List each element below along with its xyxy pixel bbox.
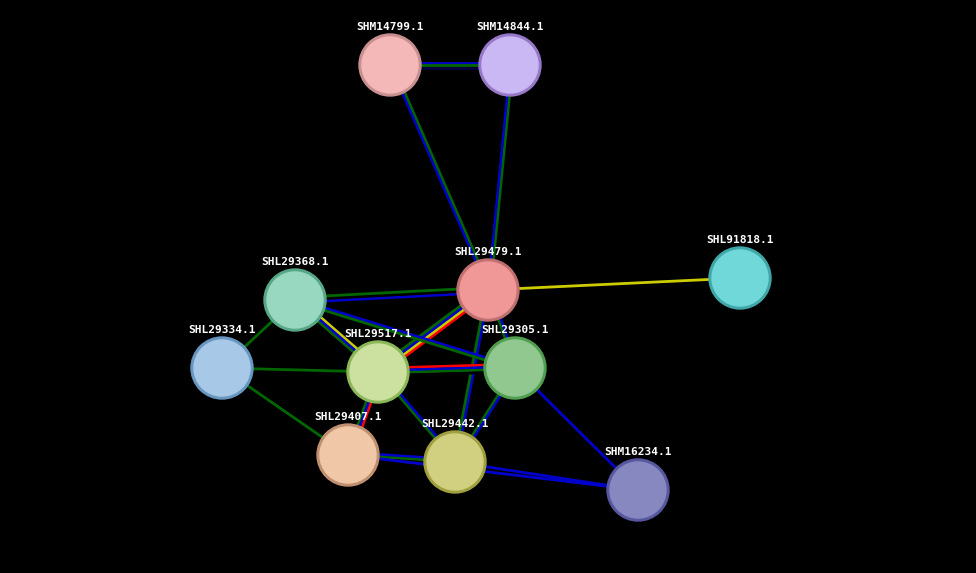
Text: SHL29517.1: SHL29517.1 (345, 329, 412, 339)
Circle shape (460, 262, 516, 318)
Circle shape (320, 427, 376, 483)
Text: SHL29305.1: SHL29305.1 (481, 325, 549, 335)
Circle shape (194, 340, 250, 396)
Circle shape (359, 34, 421, 96)
Circle shape (427, 434, 483, 490)
Circle shape (607, 459, 669, 521)
Text: SHM16234.1: SHM16234.1 (604, 447, 671, 457)
Circle shape (350, 344, 406, 400)
Text: SHL91818.1: SHL91818.1 (707, 235, 774, 245)
Text: SHL29407.1: SHL29407.1 (314, 412, 382, 422)
Circle shape (610, 462, 666, 518)
Circle shape (709, 247, 771, 309)
Text: SHL29368.1: SHL29368.1 (262, 257, 329, 267)
Circle shape (191, 337, 253, 399)
Circle shape (317, 424, 379, 486)
Circle shape (267, 272, 323, 328)
Text: SHM14799.1: SHM14799.1 (356, 22, 424, 32)
Circle shape (479, 34, 541, 96)
Circle shape (362, 37, 418, 93)
Circle shape (484, 337, 546, 399)
Circle shape (482, 37, 538, 93)
Circle shape (487, 340, 543, 396)
Circle shape (424, 431, 486, 493)
Text: SHL29334.1: SHL29334.1 (188, 325, 256, 335)
Text: SHL29442.1: SHL29442.1 (422, 419, 489, 429)
Circle shape (347, 341, 409, 403)
Circle shape (712, 250, 768, 306)
Text: SHL29479.1: SHL29479.1 (454, 247, 522, 257)
Circle shape (457, 259, 519, 321)
Text: SHM14844.1: SHM14844.1 (476, 22, 544, 32)
Circle shape (264, 269, 326, 331)
